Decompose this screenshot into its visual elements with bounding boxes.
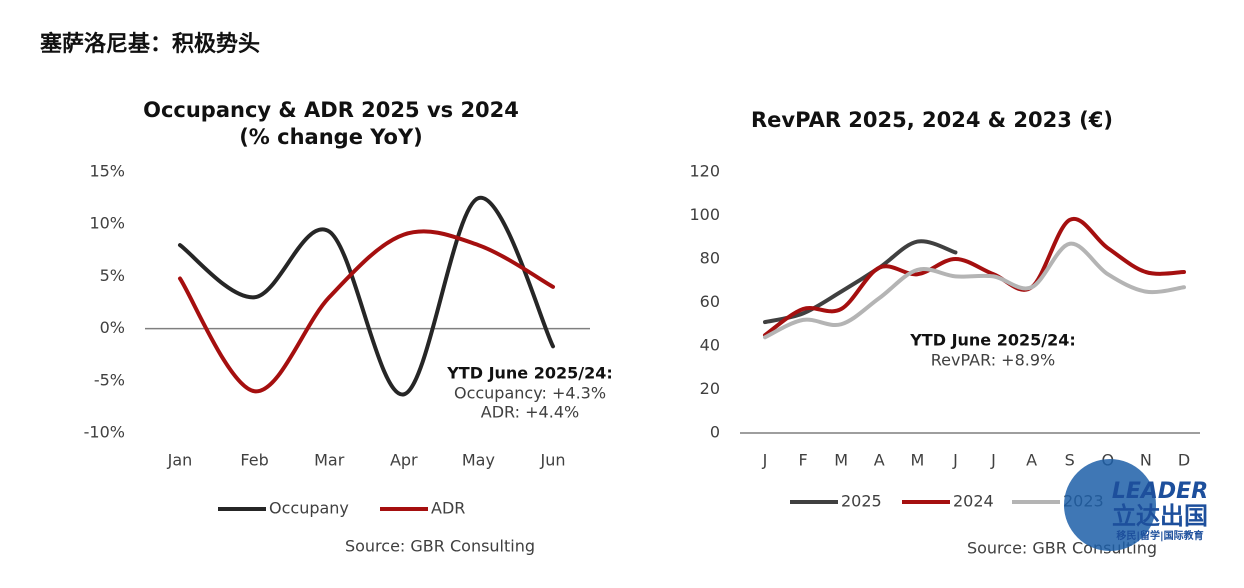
logo-chinese: 立达出国 — [1112, 502, 1208, 530]
y-tick-label: 15% — [89, 162, 125, 181]
x-tick-label: M — [834, 451, 848, 470]
x-tick-label: Apr — [390, 451, 418, 470]
legend-label: Occupany — [269, 499, 349, 518]
y-tick-label: 5% — [100, 266, 125, 285]
x-tick-label: J — [990, 451, 996, 470]
y-tick-label: 10% — [89, 214, 125, 233]
y-tick-label: 80 — [700, 249, 720, 268]
y-tick-label: -10% — [84, 423, 125, 442]
y-tick-label: 40 — [700, 336, 720, 355]
annotation: RevPAR: +8.9% — [931, 351, 1055, 370]
x-tick-label: May — [462, 451, 495, 470]
legend-label: 2025 — [841, 492, 882, 511]
x-tick-label: J — [952, 451, 958, 470]
source: Source: GBR Consulting — [345, 537, 535, 556]
x-tick-label: A — [1026, 451, 1037, 470]
chart-title: Occupancy & ADR 2025 vs 2024 — [143, 98, 519, 122]
x-tick-label: S — [1065, 451, 1075, 470]
series-line — [178, 229, 555, 394]
annotation: YTD June 2025/24: — [446, 364, 613, 383]
y-tick-label: 0% — [100, 318, 125, 337]
y-tick-label: 120 — [689, 162, 720, 181]
y-tick-label: 0 — [710, 423, 720, 442]
page-title: 塞萨洛尼基：积极势头 — [40, 31, 260, 57]
y-tick-label: 100 — [689, 205, 720, 224]
y-tick-label: 20 — [700, 379, 720, 398]
annotation: YTD June 2025/24: — [909, 331, 1076, 350]
series-line — [763, 239, 958, 325]
x-tick-label: Jan — [167, 451, 193, 470]
annotation: Occupancy: +4.3% — [454, 384, 606, 403]
legend-label: ADR — [431, 499, 465, 518]
series-line — [763, 216, 1186, 338]
y-tick-label: -5% — [94, 370, 125, 389]
y-tick-label: 60 — [700, 292, 720, 311]
logo-tagline: 移民|留学|国际教育 — [1116, 529, 1203, 542]
annotation: ADR: +4.4% — [481, 403, 579, 422]
series-line — [763, 241, 1186, 340]
legend-label: 2024 — [953, 492, 994, 511]
x-tick-label: M — [910, 451, 924, 470]
logo: LEADER 立达出国 移民|留学|国际教育 — [1064, 459, 1208, 551]
x-tick-label: F — [798, 451, 807, 470]
x-tick-label: Mar — [314, 451, 345, 470]
logo-name: LEADER — [1112, 479, 1208, 504]
chart-subtitle: (% change YoY) — [239, 125, 423, 149]
x-tick-label: N — [1140, 451, 1152, 470]
series-line — [178, 196, 555, 397]
x-tick-label: J — [762, 451, 768, 470]
x-tick-label: Feb — [240, 451, 268, 470]
x-tick-label: Jun — [540, 451, 566, 470]
chart-title: RevPAR 2025, 2024 & 2023 (€) — [751, 108, 1113, 132]
logo-globe — [1064, 459, 1156, 551]
x-tick-label: D — [1178, 451, 1190, 470]
x-tick-label: A — [874, 451, 885, 470]
